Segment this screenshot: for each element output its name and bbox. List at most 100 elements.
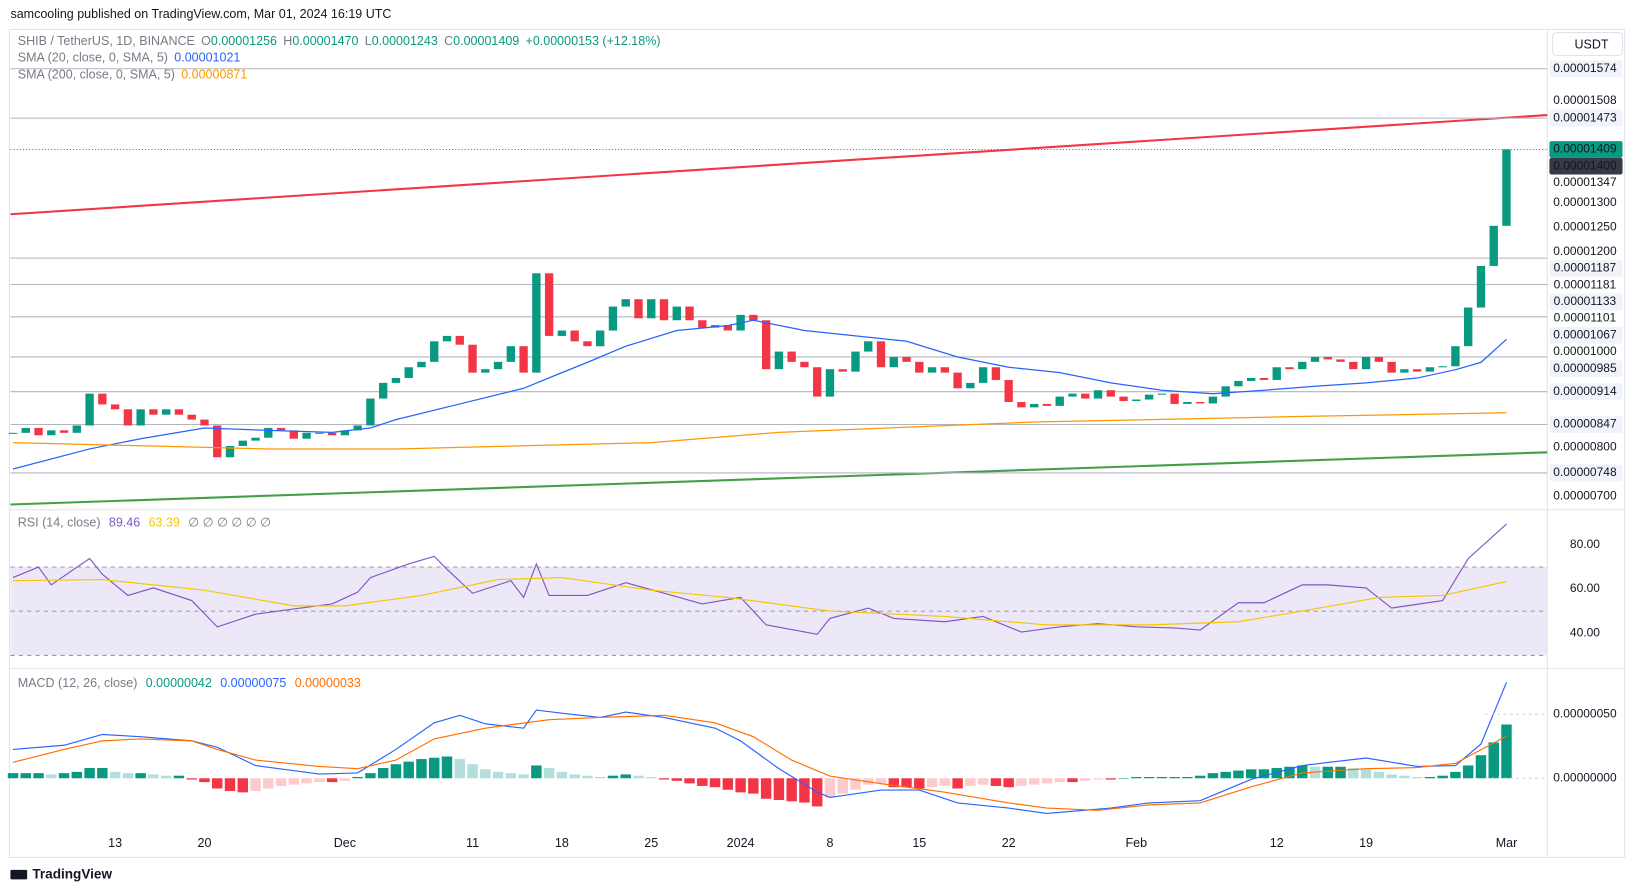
histogram-bar	[556, 771, 568, 779]
histogram-bar	[990, 778, 1002, 786]
y-tick-label: 0.00000000	[1553, 770, 1617, 784]
legend-item: SMA (20, close, 0, SMA, 5)	[18, 51, 168, 65]
candle	[404, 367, 413, 379]
indicator-line	[12, 682, 1508, 815]
candle	[1298, 361, 1307, 370]
histogram-bar	[135, 773, 146, 779]
candle	[940, 367, 950, 373]
histogram-bar	[237, 778, 248, 793]
candle	[1425, 367, 1435, 372]
histogram-bar	[837, 778, 848, 794]
candle	[583, 341, 592, 347]
candle	[1106, 390, 1115, 397]
y-tick-label: 0.00001200	[1553, 244, 1617, 258]
histogram-bar	[1348, 768, 1359, 779]
legend-item: SMA (200, close, 0, SMA, 5)	[18, 68, 175, 82]
histogram-bar	[441, 756, 453, 779]
legend-item: 0.00000871	[181, 68, 247, 82]
histogram-bar	[122, 773, 134, 779]
histogram-bar	[569, 774, 580, 779]
currency-button[interactable]	[1552, 32, 1624, 57]
price-label-box	[1549, 141, 1623, 158]
candle	[123, 409, 133, 426]
candle	[723, 325, 733, 331]
legend-item: O	[201, 34, 211, 48]
candle	[1183, 401, 1192, 404]
price-label-box	[1549, 260, 1623, 277]
histogram-bar	[365, 773, 376, 779]
histogram-bar	[926, 778, 938, 788]
candle	[481, 369, 490, 373]
y-tick-label: 40.00	[1570, 625, 1600, 639]
publish-header: samcooling published on TradingView.com,…	[10, 7, 391, 21]
y-tick-label: 60.00	[1570, 581, 1600, 595]
candle	[506, 346, 516, 362]
candle	[1310, 356, 1320, 362]
histogram-bar	[531, 765, 542, 779]
histogram-bar	[1105, 778, 1116, 780]
price-label: 0.00000985	[1553, 361, 1617, 375]
candle	[200, 419, 209, 426]
candle	[685, 306, 694, 321]
legend: SMA (200, close, 0, SMA, 5) 0.00000871	[18, 68, 248, 82]
histogram-bar	[1194, 775, 1206, 779]
candle	[761, 320, 771, 370]
candle	[672, 306, 681, 321]
candle	[570, 330, 579, 342]
candle	[953, 372, 962, 389]
candle	[1374, 356, 1384, 362]
candle	[787, 351, 796, 362]
x-tick-label: Feb	[1126, 836, 1148, 850]
candle	[161, 409, 171, 415]
histogram-bar	[1284, 766, 1295, 779]
candle	[774, 351, 784, 370]
legend-item: 0.00000042	[146, 676, 212, 690]
histogram-bar	[1028, 778, 1040, 785]
candle	[1119, 396, 1128, 402]
histogram-bar	[1411, 776, 1423, 779]
histogram-bar	[148, 774, 159, 779]
histogram-bar	[1041, 778, 1053, 784]
histogram-bar	[1475, 755, 1487, 779]
legend-item: L	[365, 34, 372, 48]
histogram-bar	[1233, 770, 1244, 779]
indicator-line	[12, 523, 1507, 635]
histogram-bar	[403, 761, 414, 779]
candle	[889, 356, 898, 368]
histogram-bar	[416, 759, 427, 779]
histogram-bar	[7, 773, 19, 779]
legend: SMA (20, close, 0, SMA, 5) 0.00001021	[18, 51, 241, 65]
histogram-bar	[275, 778, 287, 786]
candle	[379, 382, 388, 399]
histogram-bar	[799, 778, 810, 803]
histogram-bar	[301, 778, 312, 784]
y-tick-label: 0.00000050	[1553, 706, 1617, 720]
histogram-bar	[263, 778, 274, 789]
histogram-bar	[109, 771, 121, 779]
histogram-bar	[1462, 765, 1474, 779]
candle	[417, 361, 426, 368]
footer-brand: TradingView	[32, 867, 112, 882]
candle	[430, 341, 439, 362]
legend: RSI (14, close) 89.46 63.39 ∅ ∅ ∅ ∅ ∅ ∅	[18, 516, 271, 530]
histogram-bar	[97, 768, 108, 779]
candle	[468, 344, 477, 373]
currency[interactable]: USDT	[1574, 37, 1608, 51]
histogram-bar	[888, 778, 899, 788]
histogram-bar	[901, 778, 912, 788]
drawings	[10, 114, 1548, 506]
histogram-bar	[46, 774, 57, 779]
legend-item: 0.00001021	[174, 51, 240, 65]
candle	[1247, 378, 1256, 381]
x-tick-label: 22	[1002, 836, 1016, 850]
histogram-bar	[735, 778, 746, 793]
candle	[596, 330, 605, 347]
histogram-bar	[339, 778, 351, 781]
histogram-bar	[646, 776, 657, 779]
trend-line	[10, 114, 1548, 216]
candle	[1042, 403, 1052, 406]
candle	[749, 314, 758, 321]
candle	[1208, 396, 1218, 404]
